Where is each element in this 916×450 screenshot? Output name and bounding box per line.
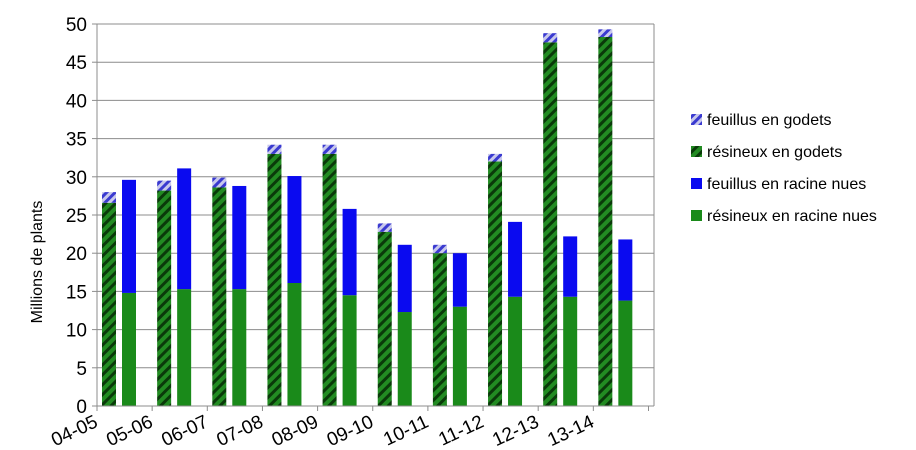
x-tick-label: 05-06 xyxy=(103,411,156,450)
bar-segment xyxy=(287,282,302,406)
y-axis-title: Millions de plants xyxy=(29,201,46,324)
bar-segment xyxy=(232,185,247,290)
legend: feuillus en godets résineux en godets feui… xyxy=(691,112,877,225)
bar-segment xyxy=(267,144,282,154)
bar-segment xyxy=(488,161,503,406)
x-tick-label: 09-10 xyxy=(324,411,377,450)
bar-segment xyxy=(452,306,467,406)
y-tick-label: 25 xyxy=(66,206,87,227)
x-tick-label: 07-08 xyxy=(214,411,267,450)
legend-label: feuillus en godets xyxy=(707,112,832,129)
legend-label: résineux en godets xyxy=(707,144,842,161)
bar-segment xyxy=(377,223,392,232)
y-axis: 0 5 10 15 20 25 30 35 40 45 50 xyxy=(66,15,98,418)
bar-segment xyxy=(543,42,558,406)
bar-segment xyxy=(508,221,523,297)
bar-segment xyxy=(508,296,523,406)
legend-label: feuillus en racine nues xyxy=(707,176,866,193)
bar-segment xyxy=(322,144,337,154)
bar-segment xyxy=(563,236,578,297)
y-tick-label: 45 xyxy=(66,53,87,74)
bar-segment xyxy=(397,312,412,406)
bar-segment xyxy=(342,295,357,406)
bar-segment xyxy=(397,244,412,313)
y-tick-label: 35 xyxy=(66,130,87,151)
bar-segment xyxy=(598,36,613,406)
x-tick-label: 12-13 xyxy=(489,411,542,450)
bar-segment xyxy=(212,187,227,406)
bar-segment xyxy=(432,253,447,406)
bar-segment xyxy=(267,153,282,406)
bar-segment xyxy=(322,153,337,406)
bar-segment xyxy=(598,29,613,37)
bar-segment xyxy=(432,244,447,254)
bar-segment xyxy=(287,176,302,283)
bar-segment xyxy=(543,33,558,43)
x-tick-label: 04-05 xyxy=(48,411,101,450)
bar-segment xyxy=(488,153,503,162)
legend-swatch xyxy=(691,210,702,221)
x-tick-label: 10-11 xyxy=(380,411,432,450)
bar-segment xyxy=(157,180,172,191)
legend-swatch xyxy=(691,114,702,125)
y-tick-label: 50 xyxy=(66,15,87,36)
bar-segment xyxy=(122,292,136,406)
bar-segment xyxy=(102,192,116,203)
y-tick-label: 20 xyxy=(66,244,87,265)
legend-swatch xyxy=(691,146,702,157)
bar-segment xyxy=(177,168,192,290)
bar-segment xyxy=(122,179,136,293)
bar-segment xyxy=(563,296,578,406)
bar-segment xyxy=(177,289,192,406)
bar-segment xyxy=(452,253,467,307)
bar-segment xyxy=(618,239,633,301)
x-tick-label: 06-07 xyxy=(158,411,211,450)
bar-segment xyxy=(342,208,357,296)
y-tick-label: 15 xyxy=(66,282,87,303)
y-tick-label: 40 xyxy=(66,91,87,112)
legend-label: résineux en racine nues xyxy=(707,208,877,225)
legend-swatch xyxy=(691,178,702,189)
bars xyxy=(102,29,633,406)
x-axis: 04-05 05-06 06-07 07-08 08-09 09-10 10-11 11-12… xyxy=(48,405,654,450)
bar-segment xyxy=(618,300,633,406)
y-tick-label: 0 xyxy=(76,397,87,418)
x-tick-label: 08-09 xyxy=(269,411,322,450)
x-tick-label: 13-14 xyxy=(545,411,598,450)
y-tick-label: 30 xyxy=(66,168,87,189)
bar-segment xyxy=(102,202,116,406)
bar-segment xyxy=(212,177,227,188)
y-tick-label: 10 xyxy=(66,321,87,342)
bar-segment xyxy=(232,289,247,406)
bar-segment xyxy=(377,231,392,406)
y-tick-label: 5 xyxy=(76,359,87,380)
bar-segment xyxy=(157,190,172,406)
x-tick-label: 11-12 xyxy=(436,411,488,450)
